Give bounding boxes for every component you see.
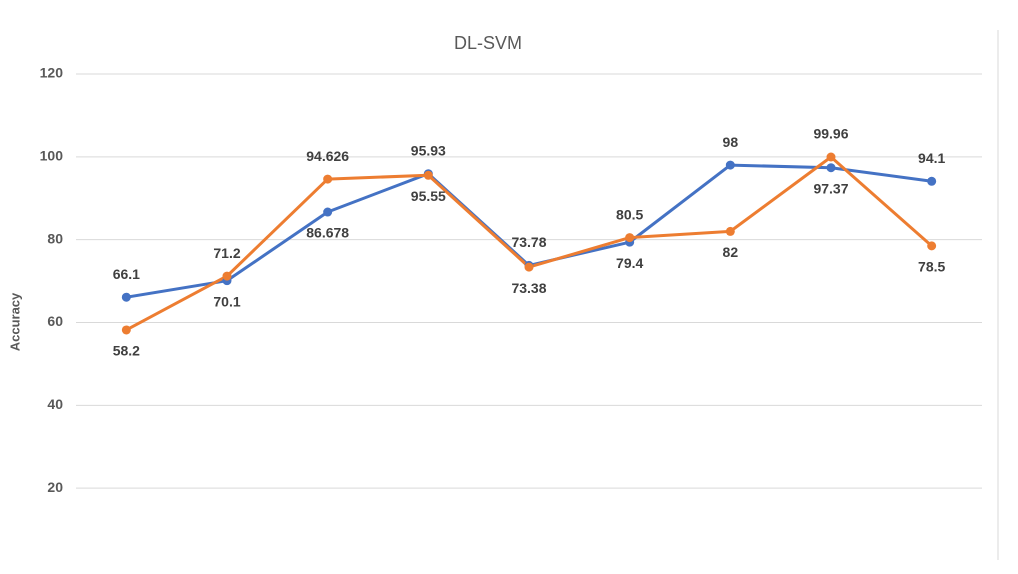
value-label: 58.2 [113,343,140,359]
value-label: 71.2 [213,245,240,261]
value-label: 94.1 [918,150,945,166]
y-axis-label: Accuracy [7,292,22,351]
point [927,241,937,251]
value-label: 66.1 [113,266,140,282]
y-tick-label: 100 [40,148,64,164]
point [323,174,333,184]
value-label: 78.5 [918,259,945,275]
y-tick-label: 80 [47,230,63,246]
point [725,160,735,170]
point [323,207,333,217]
chart-title: DL-SVM [454,33,522,53]
series-line [126,163,932,299]
value-label: 98 [723,134,739,150]
point [524,262,534,272]
point [625,233,635,243]
value-label: 82 [723,244,739,260]
point [927,176,937,186]
value-label: 70.1 [213,293,240,309]
point [826,163,836,173]
value-label: 97.37 [813,180,848,196]
point [121,325,131,335]
y-tick-label: 20 [47,479,63,495]
value-label: 80.5 [616,206,643,222]
y-tick-label: 60 [47,313,63,329]
value-label: 95.93 [411,142,446,158]
y-tick-label: 40 [47,396,63,412]
value-label: 79.4 [616,255,643,271]
point [222,271,232,281]
y-tick-label: 120 [40,65,64,81]
point [826,152,836,162]
value-label: 95.55 [411,188,446,204]
point [423,170,433,180]
value-label: 86.678 [306,225,349,241]
value-label: 73.78 [511,234,546,250]
value-label: 94.626 [306,148,349,164]
value-label: 99.96 [813,126,848,142]
point [121,292,131,302]
value-label: 73.38 [511,280,546,296]
point [725,226,735,236]
